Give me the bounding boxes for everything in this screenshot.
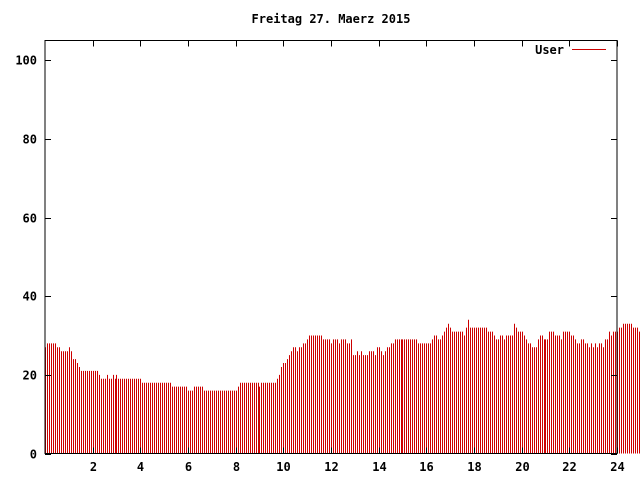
y-tick-label: 20 — [23, 369, 37, 383]
legend-label-user: User — [535, 43, 564, 57]
x-tick-label: 22 — [562, 460, 576, 474]
chart-title: Freitag 27. Maerz 2015 — [252, 12, 411, 26]
y-tick-label: 100 — [15, 54, 37, 68]
x-tick-label: 18 — [467, 460, 481, 474]
x-tick-label: 6 — [185, 460, 192, 474]
x-tick-label: 12 — [324, 460, 338, 474]
y-tick-label: 0 — [30, 448, 37, 462]
plot-frame — [44, 40, 618, 454]
x-tick-label: 14 — [372, 460, 386, 474]
x-tick-label: 16 — [419, 460, 433, 474]
x-tick-label: 4 — [137, 460, 144, 474]
x-tick-label: 10 — [276, 460, 290, 474]
y-tick-label: 60 — [23, 212, 37, 226]
x-tick-label: 8 — [233, 460, 240, 474]
x-tick-label: 20 — [515, 460, 529, 474]
bars-group — [45, 319, 640, 454]
x-tick-label: 24 — [610, 460, 624, 474]
legend: User — [535, 43, 606, 57]
x-tick-label: 2 — [90, 460, 97, 474]
y-tick-label: 80 — [23, 133, 37, 147]
y-tick-label: 40 — [23, 290, 37, 304]
